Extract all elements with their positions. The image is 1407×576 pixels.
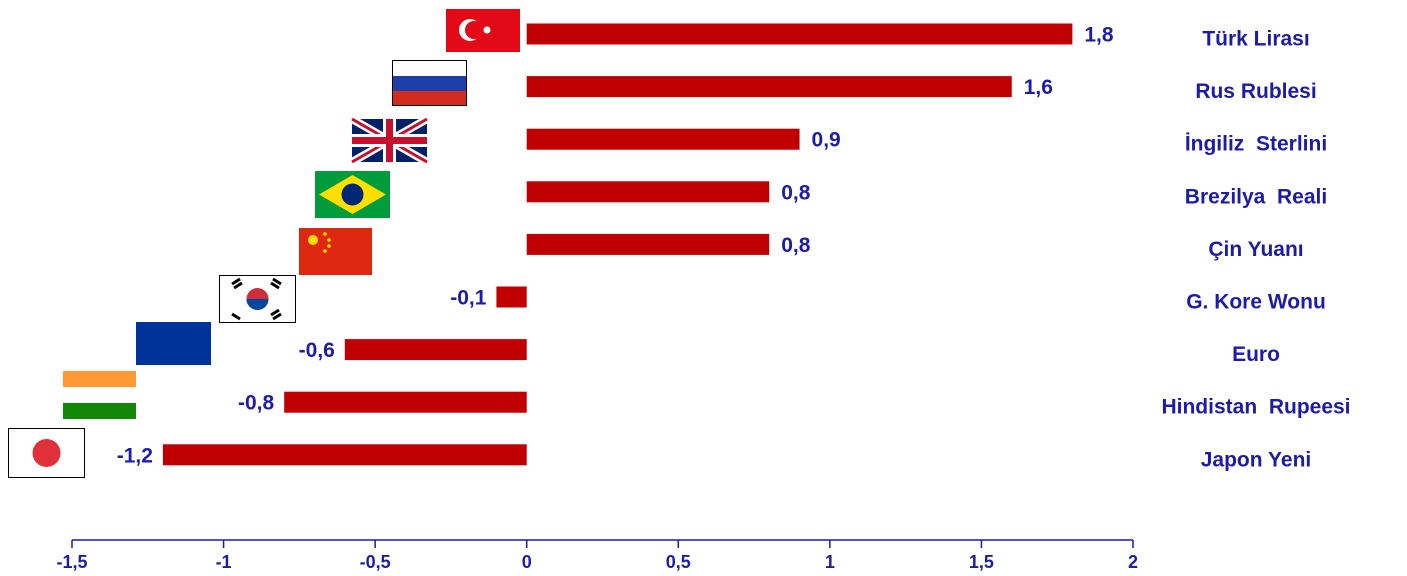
flag-uk bbox=[350, 115, 429, 166]
value-label: 0,9 bbox=[812, 129, 841, 152]
flag-turkey bbox=[446, 9, 520, 52]
category-label: Euro bbox=[1232, 343, 1280, 366]
category-label: Rus Rublesi bbox=[1195, 80, 1316, 103]
x-tick-label: 0,5 bbox=[666, 552, 691, 572]
x-tick-label: -1 bbox=[216, 552, 232, 572]
bar bbox=[526, 76, 1012, 98]
value-label: -0,8 bbox=[238, 392, 275, 415]
category-label: İngiliz Sterlini bbox=[1185, 133, 1327, 156]
bar bbox=[526, 23, 1073, 45]
x-tick-label: 1 bbox=[825, 552, 835, 572]
value-label: 1,8 bbox=[1084, 24, 1114, 47]
bar bbox=[344, 339, 527, 361]
value-label: -1,2 bbox=[117, 444, 153, 467]
flag-eu bbox=[136, 322, 211, 365]
x-tick-label: 0 bbox=[522, 552, 532, 572]
bar bbox=[284, 391, 527, 413]
x-tick-label: -1,5 bbox=[56, 552, 87, 572]
category-label: Brezilya Reali bbox=[1185, 185, 1327, 208]
value-label: 0,8 bbox=[781, 234, 811, 257]
category-label: Hindistan Rupeesi bbox=[1161, 396, 1350, 419]
bar bbox=[526, 233, 770, 255]
x-tick-label: 1,5 bbox=[969, 552, 994, 572]
category-label: Çin Yuanı bbox=[1208, 238, 1303, 261]
flag-brazil bbox=[315, 171, 390, 218]
flag-india bbox=[63, 371, 136, 419]
flag-china bbox=[299, 228, 372, 275]
flag-korea bbox=[219, 275, 296, 323]
value-label: 1,6 bbox=[1024, 76, 1053, 99]
category-label: G. Kore Wonu bbox=[1186, 291, 1326, 314]
x-tick-label: 2 bbox=[1128, 552, 1138, 572]
value-label: 0,8 bbox=[781, 181, 811, 204]
value-label: -0,6 bbox=[299, 339, 335, 362]
bar bbox=[496, 286, 527, 308]
bar bbox=[162, 444, 527, 466]
x-tick-label: -0,5 bbox=[360, 552, 391, 572]
flag-japan bbox=[8, 428, 85, 478]
bar bbox=[526, 128, 800, 150]
category-label: Japon Yeni bbox=[1201, 448, 1312, 471]
category-label: Türk Lirası bbox=[1202, 28, 1309, 51]
flag-russia bbox=[392, 60, 467, 106]
bar bbox=[526, 181, 770, 203]
value-label: -0,1 bbox=[450, 287, 487, 310]
